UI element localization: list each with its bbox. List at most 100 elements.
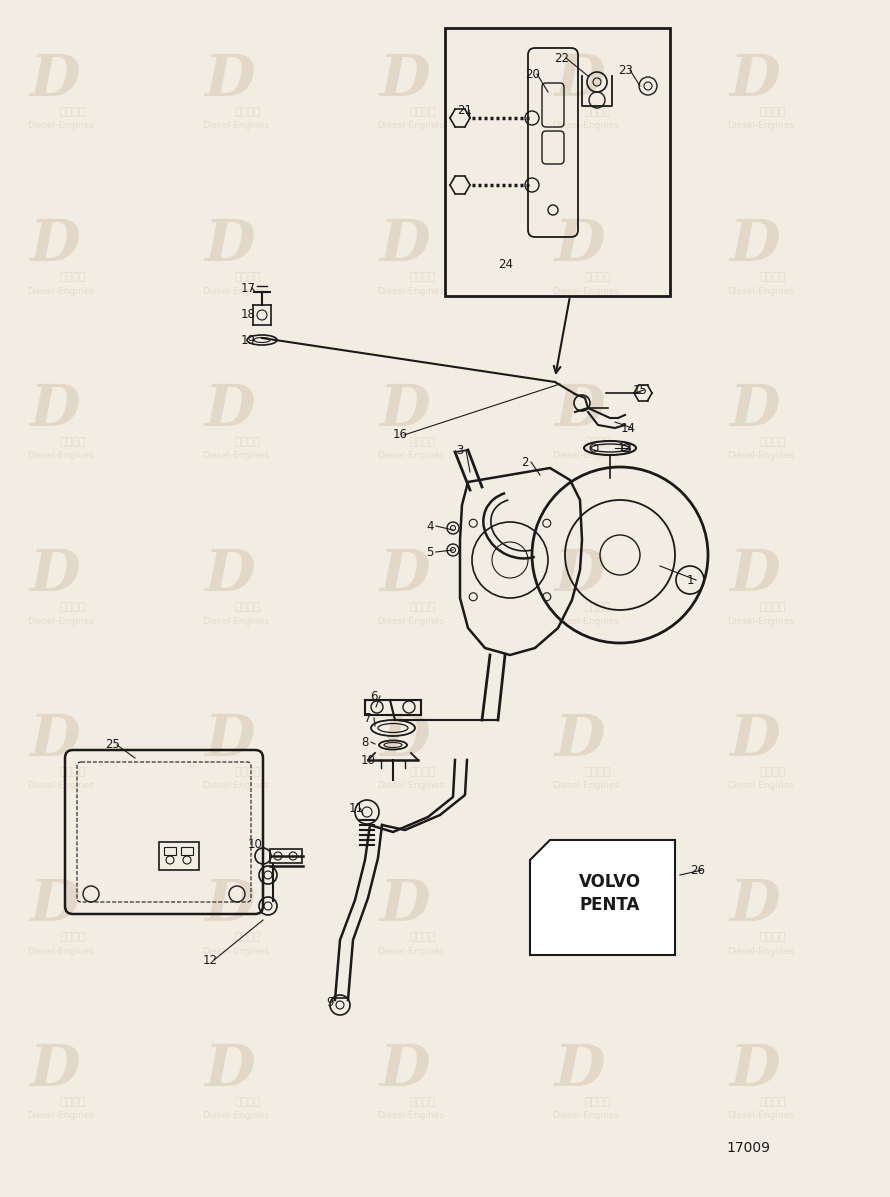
Text: Diesel-Engines: Diesel-Engines	[553, 286, 619, 296]
Text: 紧发动力: 紧发动力	[60, 272, 86, 282]
Text: Diesel-Engines: Diesel-Engines	[28, 947, 94, 955]
Text: Diesel-Engines: Diesel-Engines	[727, 451, 795, 461]
Text: D: D	[554, 217, 605, 273]
Text: D: D	[29, 382, 80, 438]
Text: 8: 8	[361, 735, 368, 748]
Text: 紧发动力: 紧发动力	[409, 107, 436, 117]
Text: D: D	[380, 712, 430, 768]
Text: Diesel-Engines: Diesel-Engines	[553, 947, 619, 955]
Bar	[270, 849, 302, 863]
Text: 紧发动力: 紧发动力	[585, 767, 611, 777]
Text: D: D	[730, 1041, 781, 1099]
Text: 紧发动力: 紧发动力	[235, 602, 262, 612]
Text: 5: 5	[426, 546, 433, 559]
Text: 1: 1	[686, 573, 693, 587]
Text: 紧发动力: 紧发动力	[760, 272, 786, 282]
Text: D: D	[380, 51, 430, 108]
Text: 20: 20	[526, 67, 540, 80]
Text: Diesel-Engines: Diesel-Engines	[377, 451, 444, 461]
Text: 15: 15	[633, 383, 647, 396]
Text: D: D	[730, 51, 781, 108]
Bar	[181, 847, 193, 855]
Text: 紧发动力: 紧发动力	[409, 272, 436, 282]
Text: 3: 3	[457, 444, 464, 456]
Text: 12: 12	[203, 954, 217, 966]
Text: 21: 21	[457, 103, 473, 116]
Text: D: D	[205, 1041, 255, 1099]
Text: D: D	[380, 547, 430, 603]
Text: 14: 14	[620, 421, 635, 435]
Text: Diesel-Engines: Diesel-Engines	[28, 782, 94, 790]
Text: Diesel-Engines: Diesel-Engines	[203, 616, 270, 626]
Text: D: D	[380, 876, 430, 934]
Text: Diesel-Engines: Diesel-Engines	[553, 122, 619, 130]
Text: 紧发动力: 紧发动力	[760, 602, 786, 612]
Text: Diesel-Engines: Diesel-Engines	[727, 1112, 795, 1120]
Text: Diesel-Engines: Diesel-Engines	[377, 947, 444, 955]
Text: D: D	[29, 712, 80, 768]
Text: 7: 7	[364, 711, 372, 724]
Text: 紧发动力: 紧发动力	[585, 107, 611, 117]
Text: Diesel-Engines: Diesel-Engines	[377, 1112, 444, 1120]
Text: 紧发动力: 紧发动力	[409, 602, 436, 612]
Text: Diesel-Engines: Diesel-Engines	[203, 286, 270, 296]
Text: 紧发动力: 紧发动力	[60, 932, 86, 942]
Text: D: D	[205, 217, 255, 273]
Text: 紧发动力: 紧发动力	[60, 437, 86, 446]
Text: Diesel-Engines: Diesel-Engines	[203, 122, 270, 130]
Text: 紧发动力: 紧发动力	[760, 767, 786, 777]
Text: 24: 24	[498, 259, 514, 272]
Text: Diesel-Engines: Diesel-Engines	[727, 286, 795, 296]
Text: 紧发动力: 紧发动力	[585, 272, 611, 282]
Text: 紧发动力: 紧发动力	[585, 602, 611, 612]
Text: 9: 9	[327, 996, 334, 1009]
Bar	[445, 28, 670, 296]
Text: 紧发动力: 紧发动力	[585, 932, 611, 942]
Text: Diesel-Engines: Diesel-Engines	[377, 782, 444, 790]
Text: 23: 23	[619, 63, 634, 77]
Text: Diesel-Engines: Diesel-Engines	[377, 616, 444, 626]
Bar	[164, 847, 176, 855]
Text: D: D	[205, 382, 255, 438]
Text: D: D	[29, 1041, 80, 1099]
Text: D: D	[730, 712, 781, 768]
Text: D: D	[730, 217, 781, 273]
Text: 17009: 17009	[726, 1141, 770, 1155]
Text: Diesel-Engines: Diesel-Engines	[727, 782, 795, 790]
Text: Diesel-Engines: Diesel-Engines	[727, 122, 795, 130]
Text: 紧发动力: 紧发动力	[235, 272, 262, 282]
Text: Diesel-Engines: Diesel-Engines	[203, 947, 270, 955]
Text: Diesel-Engines: Diesel-Engines	[727, 616, 795, 626]
Text: D: D	[29, 547, 80, 603]
Text: Diesel-Engines: Diesel-Engines	[203, 782, 270, 790]
Text: Diesel-Engines: Diesel-Engines	[377, 122, 444, 130]
Text: D: D	[380, 1041, 430, 1099]
Text: Diesel-Engines: Diesel-Engines	[28, 1112, 94, 1120]
Text: 22: 22	[554, 51, 570, 65]
Text: Diesel-Engines: Diesel-Engines	[553, 616, 619, 626]
Text: 19: 19	[240, 334, 255, 346]
Text: D: D	[554, 51, 605, 108]
Text: 紧发动力: 紧发动力	[60, 602, 86, 612]
Text: Diesel-Engines: Diesel-Engines	[203, 1112, 270, 1120]
Text: 紧发动力: 紧发动力	[235, 1096, 262, 1107]
Polygon shape	[530, 840, 675, 955]
Text: Diesel-Engines: Diesel-Engines	[553, 1112, 619, 1120]
Text: 紧发动力: 紧发动力	[60, 767, 86, 777]
Text: D: D	[380, 217, 430, 273]
Text: Diesel-Engines: Diesel-Engines	[28, 616, 94, 626]
Text: 17: 17	[240, 281, 255, 294]
Text: D: D	[554, 547, 605, 603]
Text: 13: 13	[618, 442, 633, 455]
Text: 紧发动力: 紧发动力	[760, 107, 786, 117]
Text: 紧发动力: 紧发动力	[409, 767, 436, 777]
Text: 11: 11	[349, 802, 363, 814]
Bar	[159, 841, 199, 870]
Text: D: D	[29, 51, 80, 108]
Text: 紧发动力: 紧发动力	[409, 1096, 436, 1107]
Text: 紧发动力: 紧发动力	[60, 1096, 86, 1107]
Text: D: D	[205, 876, 255, 934]
Text: 25: 25	[106, 739, 120, 752]
Text: 紧发动力: 紧发动力	[760, 437, 786, 446]
Text: 6: 6	[370, 689, 377, 703]
